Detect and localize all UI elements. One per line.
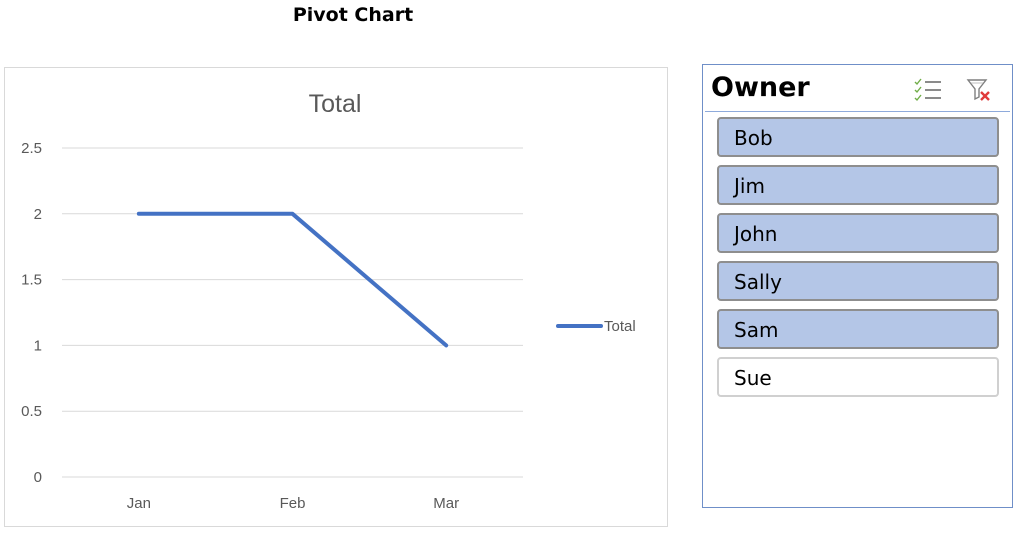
y-tick-label: 2.5 (21, 140, 42, 157)
series-line-0 (136, 211, 449, 348)
chart-canvas: Total 0 0.5 1 1.5 2 2.5 Jan Feb Mar Total (21, 90, 636, 512)
y-tick-label: 0.5 (21, 403, 42, 420)
slicer-item-sam[interactable]: Sam (717, 309, 999, 349)
slicer-header: Owner (705, 65, 1010, 112)
y-tick-label: 1.5 (21, 272, 42, 289)
pivot-chart[interactable]: Total 0 0.5 1 1.5 2 2.5 Jan Feb Mar Total (4, 67, 668, 527)
x-tick-label: Feb (280, 495, 306, 512)
slicer-title: Owner (711, 72, 810, 103)
page-title: Pivot Chart (292, 4, 414, 26)
y-tick-label: 1 (34, 337, 42, 354)
slicer-item-john[interactable]: John (717, 213, 999, 253)
y-tick-label: 0 (34, 469, 42, 486)
x-tick-label: Mar (433, 495, 459, 512)
multi-select-icon[interactable] (913, 77, 943, 103)
slicer-item-sally[interactable]: Sally (717, 261, 999, 301)
slicer-items: Bob Jim John Sally Sam Sue (717, 117, 999, 405)
legend-label: Total (604, 318, 636, 335)
clear-filter-icon[interactable] (965, 77, 995, 103)
owner-slicer[interactable]: Owner Bob (702, 64, 1013, 508)
slicer-item-sue[interactable]: Sue (717, 357, 999, 397)
gridlines (62, 147, 523, 478)
x-tick-label: Jan (127, 495, 151, 512)
series-layer (136, 211, 449, 348)
y-tick-label: 2 (34, 206, 42, 223)
slicer-item-jim[interactable]: Jim (717, 165, 999, 205)
chart-title: Total (309, 90, 362, 118)
legend[interactable]: Total (556, 318, 636, 335)
slicer-item-bob[interactable]: Bob (717, 117, 999, 157)
y-axis-ticks: 0 0.5 1 1.5 2 2.5 (21, 140, 42, 486)
x-axis-ticks: Jan Feb Mar (127, 495, 459, 512)
